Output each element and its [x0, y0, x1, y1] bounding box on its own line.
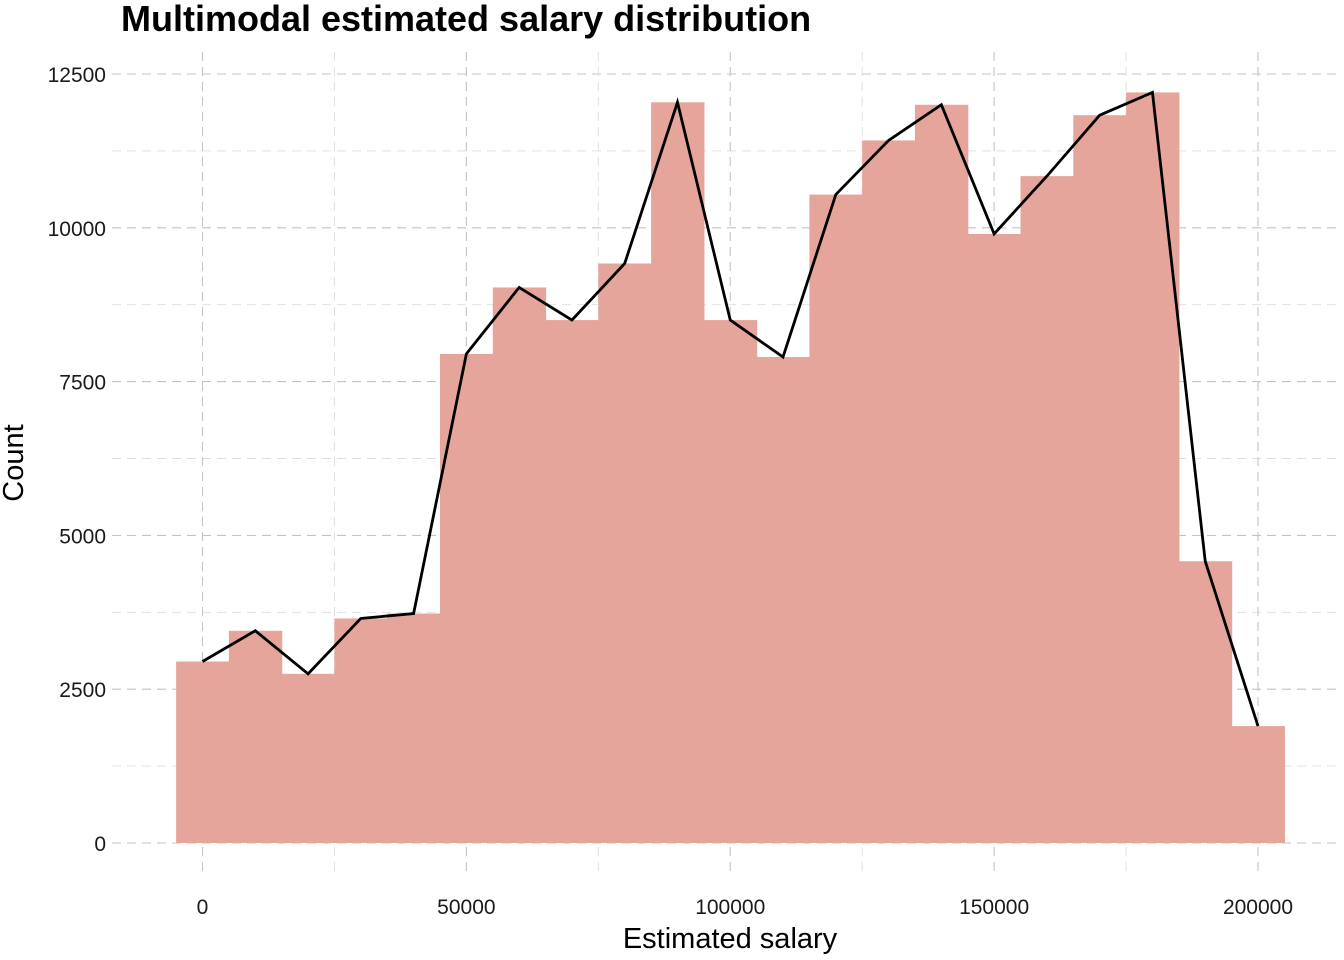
histogram-bar [756, 356, 811, 843]
histogram-bar [703, 320, 758, 844]
chart-title: Multimodal estimated salary distribution [121, 0, 811, 39]
y-tick-label: 12500 [48, 64, 106, 87]
x-tick-label: 200000 [1223, 896, 1293, 919]
y-axis-label: Count [0, 424, 30, 501]
y-tick-label: 7500 [59, 372, 106, 395]
x-tick-label: 100000 [695, 896, 765, 919]
x-tick-label: 0 [197, 896, 209, 919]
y-tick-label: 2500 [59, 679, 106, 702]
histogram-bar [176, 661, 230, 843]
histogram-bar [914, 104, 969, 843]
frequency-line [201, 90, 1260, 727]
histogram-bar [1126, 92, 1180, 844]
histogram-bar [809, 194, 863, 843]
histogram-bar [967, 233, 1022, 843]
histogram-bar [492, 287, 547, 844]
histogram-bar [439, 353, 494, 843]
x-tick-label: 150000 [959, 896, 1029, 919]
histogram-bar [387, 613, 441, 843]
histogram-bars [176, 92, 1285, 844]
histogram-bar [281, 673, 336, 843]
histogram-bar [651, 102, 705, 844]
x-tick-label: 50000 [437, 896, 495, 919]
histogram-bar [1020, 176, 1074, 844]
y-axis-ticks: 0 2500 5000 7500 10000 12500 [48, 64, 106, 856]
x-axis-label: Estimated salary [623, 923, 838, 955]
histogram-bar [1178, 561, 1233, 843]
histogram-bar [1231, 726, 1285, 843]
y-tick-label: 0 [94, 833, 106, 856]
histogram-bar [334, 618, 388, 843]
frequency-polygon [201, 90, 1260, 727]
y-tick-label: 10000 [48, 218, 106, 241]
histogram-bar [862, 140, 916, 844]
y-tick-label: 5000 [59, 525, 106, 548]
histogram-bar [545, 320, 599, 844]
histogram-bar [228, 630, 283, 843]
histogram-bar [1073, 115, 1127, 844]
x-axis-ticks: 0 50000 100000 150000 200000 [197, 896, 1293, 919]
histogram-bar [598, 263, 652, 844]
